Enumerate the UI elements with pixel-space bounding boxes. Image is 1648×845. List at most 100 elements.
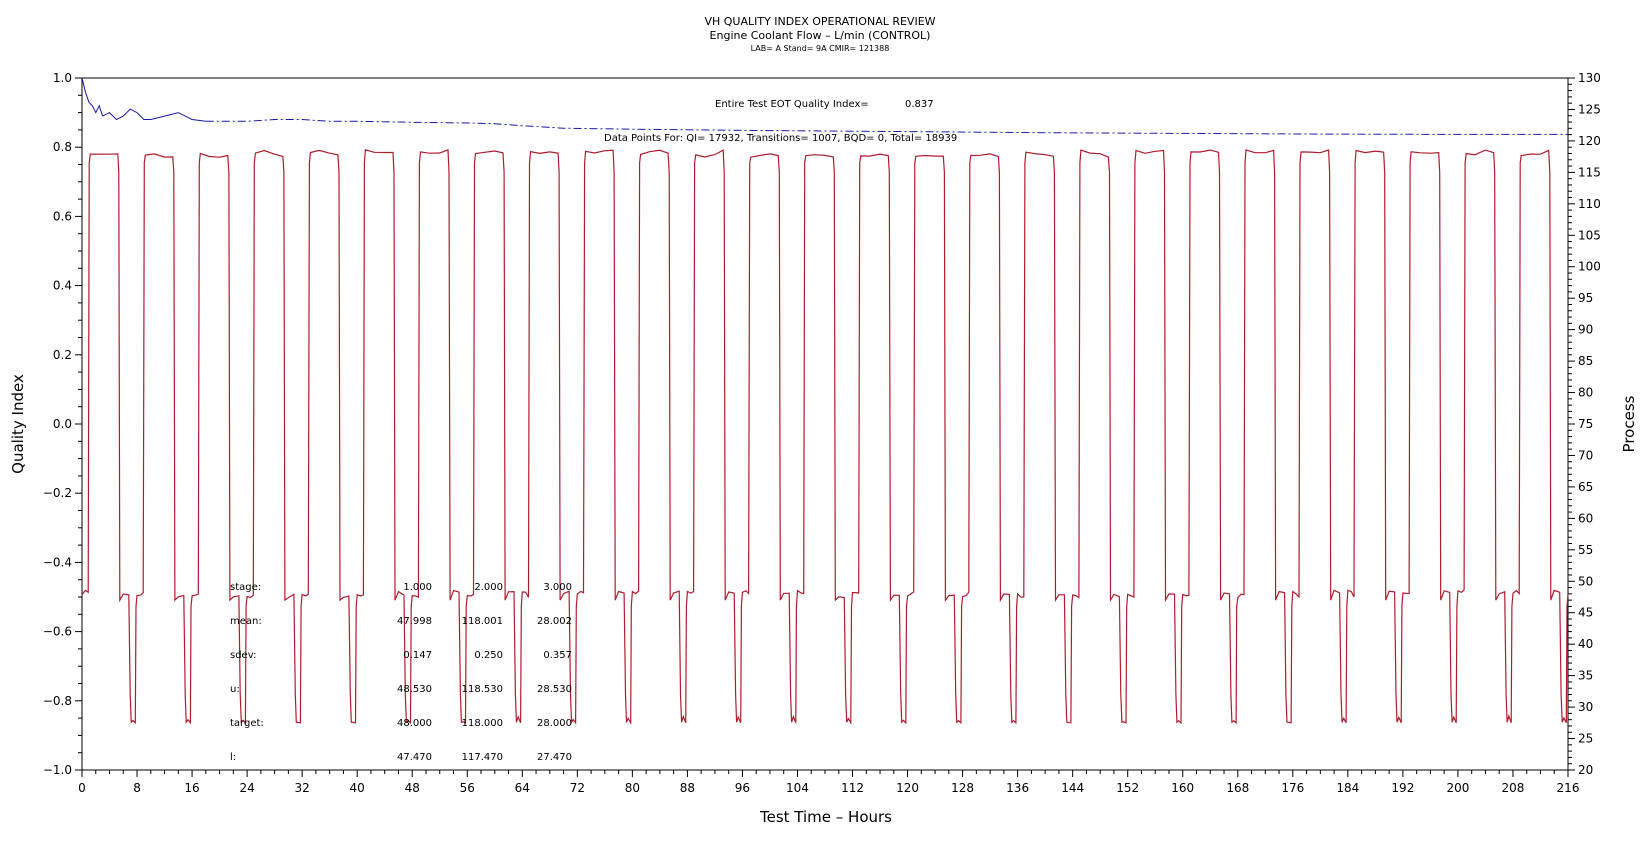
x-tick-label: 88 bbox=[680, 781, 695, 795]
stats-row-label: u: bbox=[230, 684, 240, 695]
chart-title: VH QUALITY INDEX OPERATIONAL REVIEW bbox=[704, 15, 935, 28]
stats-row-label: target: bbox=[230, 718, 264, 729]
stats-cell: 28.000 bbox=[537, 718, 572, 729]
y2-tick-label: 115 bbox=[1578, 165, 1601, 179]
stats-cell: 48.000 bbox=[397, 718, 432, 729]
stats-row-label: l: bbox=[230, 752, 236, 763]
stats-table: stage: 1.000 2.000 3.000 mean: 47.998 118.001 2… bbox=[230, 582, 572, 763]
y-tick-label: −0.8 bbox=[43, 694, 72, 708]
stats-row-label: sdev: bbox=[230, 650, 256, 661]
eot-quality-value: 0.837 bbox=[905, 99, 934, 110]
x-tick-label: 48 bbox=[405, 781, 420, 795]
x-tick-label: 184 bbox=[1336, 781, 1359, 795]
stats-row-label: mean: bbox=[230, 616, 262, 627]
stats-cell: 28.530 bbox=[537, 684, 572, 695]
y2-tick-label: 110 bbox=[1578, 197, 1601, 211]
y2-tick-label: 75 bbox=[1578, 417, 1593, 431]
y2-tick-label: 80 bbox=[1578, 386, 1593, 400]
stats-cell: 118.001 bbox=[462, 616, 503, 627]
stats-cell: 118.000 bbox=[462, 718, 503, 729]
y-tick-label: 1.0 bbox=[53, 71, 72, 85]
x-tick-label: 104 bbox=[786, 781, 809, 795]
x-tick-label: 32 bbox=[295, 781, 310, 795]
x-tick-label: 136 bbox=[1006, 781, 1029, 795]
y2-tick-label: 120 bbox=[1578, 134, 1601, 148]
y-tick-label: 0.2 bbox=[53, 348, 72, 362]
y2-tick-label: 65 bbox=[1578, 480, 1593, 494]
y-tick-label: 0.0 bbox=[53, 417, 72, 431]
y2-tick-label: 20 bbox=[1578, 763, 1593, 777]
x-tick-label: 144 bbox=[1061, 781, 1084, 795]
eot-quality-label: Entire Test EOT Quality Index= bbox=[715, 99, 869, 110]
y2-tick-label: 95 bbox=[1578, 291, 1593, 305]
stats-cell: 3.000 bbox=[543, 582, 572, 593]
plot-area bbox=[81, 77, 1569, 771]
quality-index-line bbox=[81, 77, 206, 122]
y2-tick-label: 30 bbox=[1578, 700, 1593, 714]
x-tick-label: 192 bbox=[1391, 781, 1414, 795]
y2-tick-label: 100 bbox=[1578, 260, 1601, 274]
stats-cell: 0.357 bbox=[543, 650, 572, 661]
x-tick-label: 72 bbox=[570, 781, 585, 795]
y-tick-label: 0.8 bbox=[53, 140, 72, 154]
x-tick-label: 176 bbox=[1281, 781, 1304, 795]
x-tick-label: 80 bbox=[625, 781, 640, 795]
x-tick-label: 64 bbox=[515, 781, 530, 795]
x-tick-label: 112 bbox=[841, 781, 864, 795]
y2-tick-label: 25 bbox=[1578, 732, 1593, 746]
y2-tick-label: 60 bbox=[1578, 511, 1593, 525]
chart-subtitle: Engine Coolant Flow – L/min (CONTROL) bbox=[710, 29, 931, 42]
x-tick-label: 16 bbox=[184, 781, 199, 795]
datapoints-annotation: Data Points For: QI= 17932, Transitions=… bbox=[604, 133, 957, 144]
y2-tick-label: 45 bbox=[1578, 606, 1593, 620]
stats-cell: 0.250 bbox=[474, 650, 503, 661]
stats-cell: 0.147 bbox=[403, 650, 432, 661]
x-tick-label: 8 bbox=[133, 781, 141, 795]
x-tick-label: 160 bbox=[1171, 781, 1194, 795]
x-tick-label: 128 bbox=[951, 781, 974, 795]
y2-tick-label: 35 bbox=[1578, 669, 1593, 683]
y-tick-label: −1.0 bbox=[43, 763, 72, 777]
x-tick-label: 96 bbox=[735, 781, 750, 795]
chart-subsubtitle: LAB= A Stand= 9A CMIR= 121388 bbox=[751, 44, 890, 53]
x-tick-label: 208 bbox=[1502, 781, 1525, 795]
y-axis-label: Quality Index bbox=[9, 374, 27, 474]
x-axis-label: Test Time – Hours bbox=[759, 808, 892, 826]
y2-tick-label: 55 bbox=[1578, 543, 1593, 557]
y2-tick-label: 50 bbox=[1578, 574, 1593, 588]
x-tick-label: 200 bbox=[1446, 781, 1469, 795]
y2-tick-label: 130 bbox=[1578, 71, 1601, 85]
stats-cell: 27.470 bbox=[537, 752, 572, 763]
y2-tick-label: 90 bbox=[1578, 323, 1593, 337]
y2-tick-label: 70 bbox=[1578, 448, 1593, 462]
stats-cell: 48.530 bbox=[397, 684, 432, 695]
y2-tick-label: 40 bbox=[1578, 637, 1593, 651]
y2-axis-label: Process bbox=[1620, 395, 1638, 452]
stats-cell: 2.000 bbox=[474, 582, 503, 593]
y-axis-right: 130 125 120 115 110 105 100 95 90 85 80 75 70 65 60 55 5… bbox=[1568, 71, 1601, 777]
x-tick-label: 40 bbox=[350, 781, 365, 795]
y2-tick-label: 85 bbox=[1578, 354, 1593, 368]
x-tick-label: 56 bbox=[460, 781, 475, 795]
stats-cell: 118.530 bbox=[462, 684, 503, 695]
stats-cell: 47.470 bbox=[397, 752, 432, 763]
stats-cell: 47.998 bbox=[397, 616, 432, 627]
x-axis: 0 8 16 24 32 40 48 56 64 72 80 88 96 104 112 120 128 136 1… bbox=[78, 770, 1579, 795]
stats-cell: 28.002 bbox=[537, 616, 572, 627]
process-series-line bbox=[81, 149, 1569, 726]
x-tick-label: 0 bbox=[78, 781, 86, 795]
x-tick-label: 168 bbox=[1226, 781, 1249, 795]
stats-cell: 1.000 bbox=[403, 582, 432, 593]
y2-tick-label: 105 bbox=[1578, 228, 1601, 242]
x-tick-label: 24 bbox=[239, 781, 254, 795]
y2-tick-label: 125 bbox=[1578, 102, 1601, 116]
y-tick-label: 0.6 bbox=[53, 209, 72, 223]
y-tick-label: −0.2 bbox=[43, 486, 72, 500]
x-tick-label: 120 bbox=[896, 781, 919, 795]
y-axis-left: 1.0 0.8 0.6 0.4 0.2 0.0 −0.2 −0.4 −0.6 −0.8 −1.0 bbox=[43, 71, 82, 777]
y-tick-label: −0.4 bbox=[43, 555, 72, 569]
y-tick-label: −0.6 bbox=[43, 625, 72, 639]
stats-row-label: stage: bbox=[230, 582, 261, 593]
stats-cell: 117.470 bbox=[462, 752, 503, 763]
plot-frame bbox=[81, 77, 1569, 771]
